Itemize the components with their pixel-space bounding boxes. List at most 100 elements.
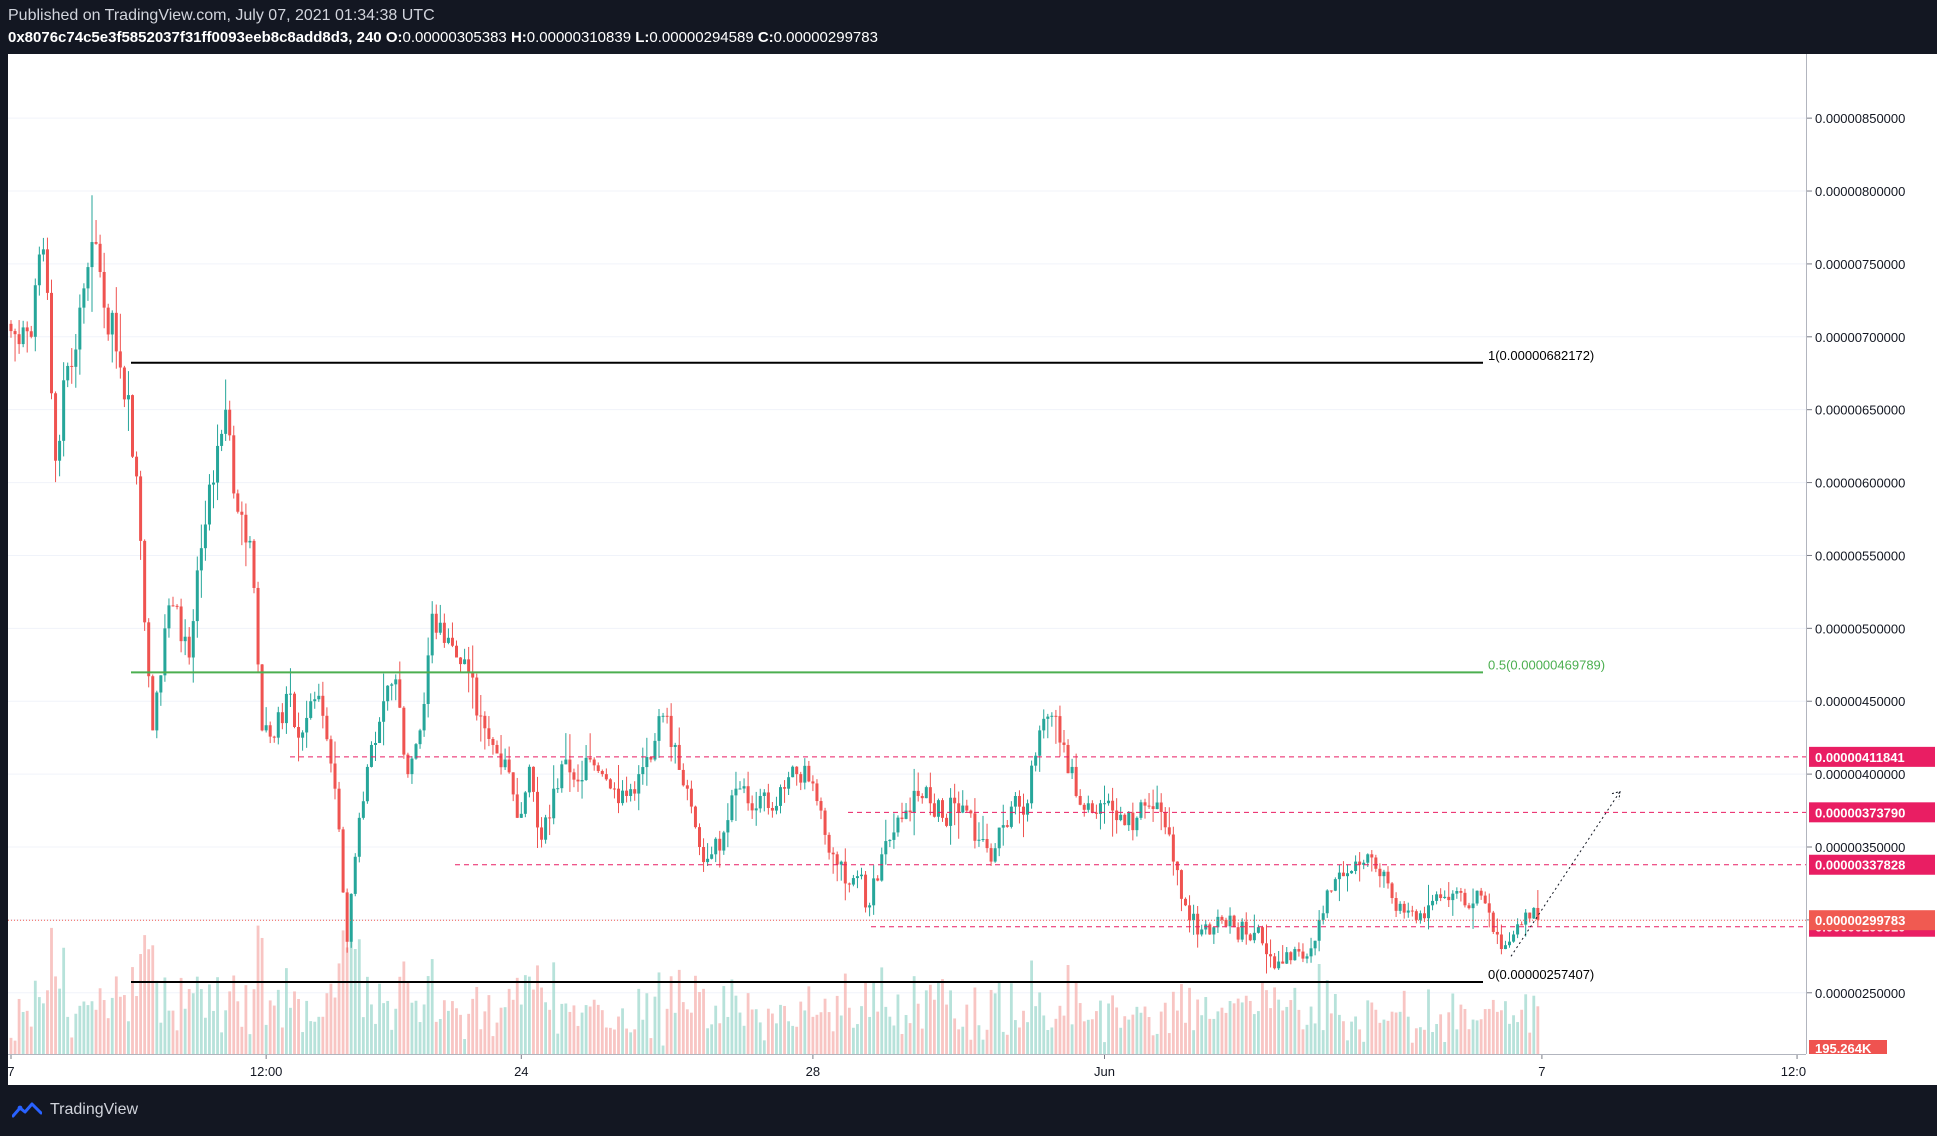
volume-bar	[1354, 1016, 1357, 1054]
candle-body	[110, 312, 114, 335]
volume-bar	[673, 1012, 677, 1054]
volume-bar	[212, 1010, 215, 1054]
candle-body	[657, 716, 661, 741]
projection-arrow-line	[1510, 791, 1621, 957]
close-label: C:	[757, 29, 774, 46]
volume-bar	[1220, 1007, 1224, 1054]
price-axis[interactable]: 0.000002500000.000003000000.000003500000…	[1806, 54, 1937, 1056]
volume-bar	[1435, 1024, 1438, 1054]
candle-body	[973, 813, 977, 841]
candle-body	[1066, 744, 1070, 774]
tradingview-brand[interactable]: TradingView	[12, 1101, 138, 1119]
volume-bar	[742, 1025, 746, 1054]
candle-body	[305, 717, 309, 733]
candle-body	[369, 744, 373, 767]
volume-bar	[1427, 989, 1430, 1054]
candle-body	[1139, 802, 1143, 818]
candle-body	[515, 794, 519, 818]
volume-bar	[110, 997, 114, 1054]
candle-body	[264, 725, 268, 731]
volume-bar	[1269, 1008, 1272, 1054]
candle-body	[341, 829, 345, 893]
volume-bar	[637, 988, 641, 1054]
volume-bar	[819, 1012, 823, 1054]
candle-body	[843, 861, 847, 884]
volume-bar	[1265, 990, 1268, 1054]
candle-body	[406, 754, 410, 775]
candle-body	[163, 628, 167, 676]
volume-bar	[366, 976, 369, 1054]
candle-body	[977, 839, 981, 841]
volume-bar	[540, 987, 543, 1054]
volume-bar	[1277, 999, 1281, 1054]
candle-body	[941, 800, 944, 818]
volume-bar	[1366, 1000, 1370, 1054]
volume-bar	[191, 993, 195, 1054]
volume-bar	[766, 1008, 770, 1054]
volume-bar	[1171, 991, 1175, 1054]
price-level-badge: 0.00000411841	[1815, 750, 1905, 765]
candle-body	[361, 801, 365, 818]
volume-bar	[135, 996, 138, 1054]
volume-bar	[382, 1003, 385, 1054]
time-axis[interactable]: 712:002428Jun712:001412:002125Jul512:001…	[7, 1054, 1813, 1085]
volume-bar	[815, 1014, 819, 1054]
candle-body	[1483, 895, 1487, 904]
candle-body	[1520, 924, 1524, 926]
volume-bar	[949, 990, 952, 1054]
volume-bar	[738, 1012, 742, 1054]
candle-body	[70, 365, 74, 367]
candle-body	[815, 783, 819, 802]
volume-bar	[1188, 987, 1191, 1054]
candle-body	[1471, 903, 1475, 909]
candle-body	[280, 712, 284, 724]
candle-body	[746, 786, 750, 804]
volume-bar	[1491, 999, 1495, 1054]
candle-body	[155, 692, 159, 731]
candle-body	[1155, 802, 1159, 810]
candle-body	[916, 790, 920, 796]
volume-bar	[50, 927, 53, 1054]
volume-bar	[1402, 990, 1406, 1054]
volume-bar	[37, 997, 41, 1054]
volume-bar	[1018, 1027, 1021, 1054]
volume-bar	[187, 989, 191, 1054]
price-tick-label: 0.00000650000	[1815, 403, 1905, 418]
volume-bar	[1317, 964, 1321, 1054]
candle-body	[175, 605, 179, 607]
volume-bar	[1022, 1010, 1025, 1054]
volume-bar	[916, 1003, 920, 1054]
volume-bar	[378, 983, 381, 1054]
candle-body	[438, 622, 442, 633]
volume-bar	[179, 977, 183, 1054]
chart-plot[interactable]: 1(0.00000682172) 0.5(0.00000469789) 0(0.00…	[8, 54, 1806, 1054]
candle-body	[463, 659, 467, 665]
candle-body	[131, 395, 134, 457]
candle-body	[179, 606, 183, 642]
volume-bar	[912, 976, 916, 1054]
candle-body	[1232, 915, 1236, 928]
volume-bar	[309, 1021, 313, 1054]
volume-bar	[795, 1026, 799, 1054]
candle-body	[1119, 814, 1123, 821]
candle-body	[1394, 898, 1398, 911]
volume-bar	[1342, 1021, 1345, 1054]
candle-body	[1236, 927, 1240, 940]
candle-body	[1212, 927, 1216, 935]
candle-body	[936, 800, 940, 817]
chart-area[interactable]: 1(0.00000682172) 0.5(0.00000469789) 0(0.00…	[8, 54, 1806, 1054]
candle-body	[1070, 766, 1074, 774]
volume-bar	[224, 1010, 228, 1054]
candle-body	[1459, 890, 1463, 893]
candle-body	[714, 838, 718, 855]
volume-bar	[139, 954, 142, 1054]
price-level-badge-bg	[1809, 746, 1935, 767]
candle-body	[1188, 905, 1192, 921]
candle-body	[386, 685, 390, 702]
candle-body	[455, 645, 458, 658]
volume-bar	[609, 1027, 612, 1054]
volume-bar	[1325, 980, 1329, 1054]
volume-bar	[1516, 1022, 1519, 1054]
volume-bar	[1374, 1009, 1378, 1054]
candle-body	[1386, 871, 1390, 884]
